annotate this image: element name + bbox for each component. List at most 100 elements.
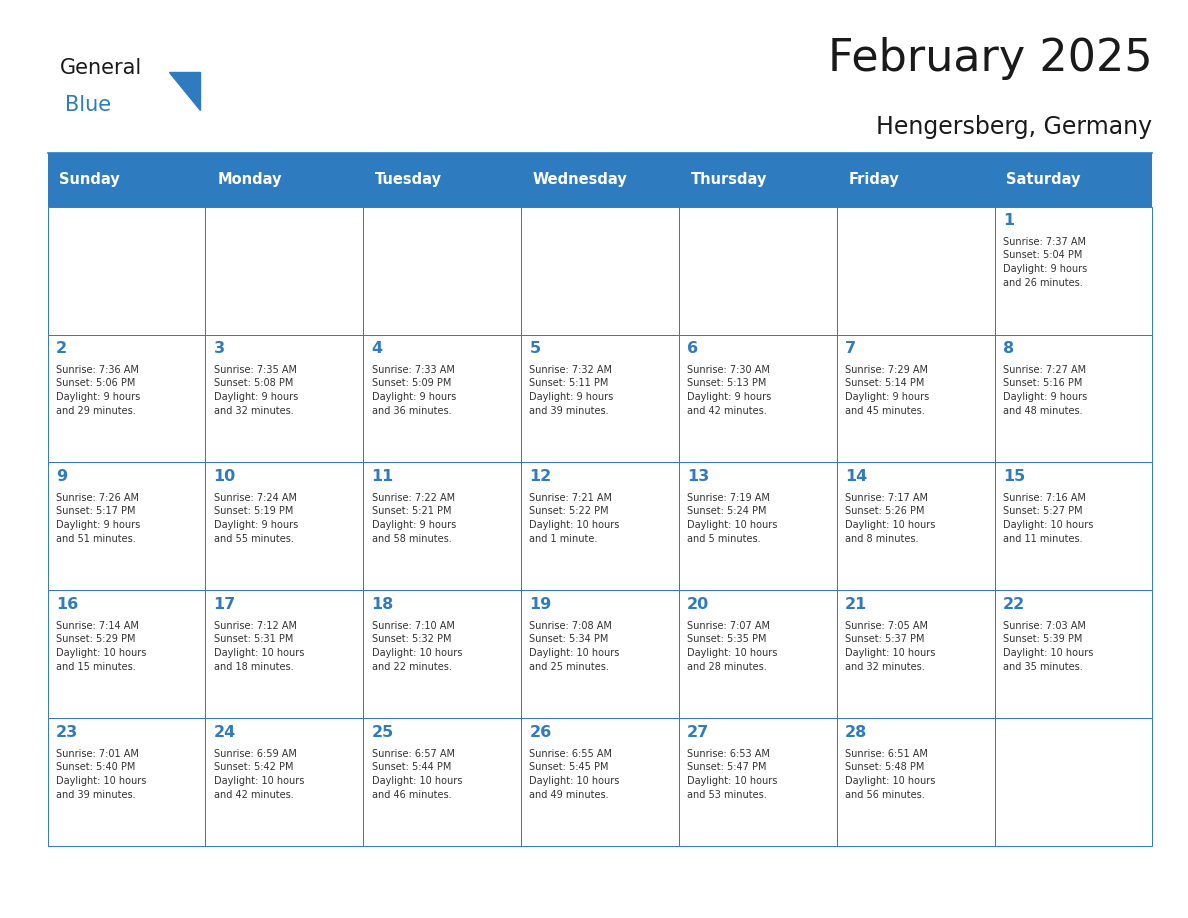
Bar — [836, 590, 994, 719]
Bar — [994, 719, 1152, 846]
Text: Sunrise: 7:12 AM
Sunset: 5:31 PM
Daylight: 10 hours
and 18 minutes.: Sunrise: 7:12 AM Sunset: 5:31 PM Dayligh… — [214, 621, 304, 672]
Bar — [206, 207, 364, 334]
Text: 25: 25 — [372, 725, 393, 740]
Text: Wednesday: Wednesday — [533, 173, 627, 187]
Text: Sunrise: 7:29 AM
Sunset: 5:14 PM
Daylight: 9 hours
and 45 minutes.: Sunrise: 7:29 AM Sunset: 5:14 PM Dayligh… — [845, 364, 929, 416]
Text: Sunrise: 7:22 AM
Sunset: 5:21 PM
Daylight: 9 hours
and 58 minutes.: Sunrise: 7:22 AM Sunset: 5:21 PM Dayligh… — [372, 493, 456, 543]
Bar — [836, 207, 994, 334]
Text: Sunrise: 7:10 AM
Sunset: 5:32 PM
Daylight: 10 hours
and 22 minutes.: Sunrise: 7:10 AM Sunset: 5:32 PM Dayligh… — [372, 621, 462, 672]
Text: Sunrise: 6:53 AM
Sunset: 5:47 PM
Daylight: 10 hours
and 53 minutes.: Sunrise: 6:53 AM Sunset: 5:47 PM Dayligh… — [687, 749, 778, 800]
Text: Sunrise: 6:55 AM
Sunset: 5:45 PM
Daylight: 10 hours
and 49 minutes.: Sunrise: 6:55 AM Sunset: 5:45 PM Dayligh… — [530, 749, 620, 800]
Text: Friday: Friday — [848, 173, 899, 187]
Text: 14: 14 — [845, 469, 867, 484]
Text: 12: 12 — [530, 469, 551, 484]
Text: 26: 26 — [530, 725, 551, 740]
Bar — [836, 153, 994, 207]
Text: Sunrise: 7:05 AM
Sunset: 5:37 PM
Daylight: 10 hours
and 32 minutes.: Sunrise: 7:05 AM Sunset: 5:37 PM Dayligh… — [845, 621, 935, 672]
Text: Sunrise: 6:51 AM
Sunset: 5:48 PM
Daylight: 10 hours
and 56 minutes.: Sunrise: 6:51 AM Sunset: 5:48 PM Dayligh… — [845, 749, 935, 800]
Text: 9: 9 — [56, 469, 67, 484]
Bar — [994, 153, 1152, 207]
Text: 4: 4 — [372, 341, 383, 356]
Text: 8: 8 — [1003, 341, 1015, 356]
Text: Sunday: Sunday — [59, 173, 120, 187]
Text: Sunrise: 7:03 AM
Sunset: 5:39 PM
Daylight: 10 hours
and 35 minutes.: Sunrise: 7:03 AM Sunset: 5:39 PM Dayligh… — [1003, 621, 1093, 672]
Bar — [48, 207, 206, 334]
Bar — [206, 463, 364, 590]
Text: Sunrise: 7:19 AM
Sunset: 5:24 PM
Daylight: 10 hours
and 5 minutes.: Sunrise: 7:19 AM Sunset: 5:24 PM Dayligh… — [687, 493, 778, 543]
Bar — [678, 207, 836, 334]
Bar — [678, 719, 836, 846]
Text: Sunrise: 6:59 AM
Sunset: 5:42 PM
Daylight: 10 hours
and 42 minutes.: Sunrise: 6:59 AM Sunset: 5:42 PM Dayligh… — [214, 749, 304, 800]
Text: Sunrise: 7:21 AM
Sunset: 5:22 PM
Daylight: 10 hours
and 1 minute.: Sunrise: 7:21 AM Sunset: 5:22 PM Dayligh… — [530, 493, 620, 543]
Bar — [364, 719, 522, 846]
Text: Tuesday: Tuesday — [375, 173, 442, 187]
Text: Hengersberg, Germany: Hengersberg, Germany — [877, 115, 1152, 139]
Text: 1: 1 — [1003, 213, 1015, 228]
Text: Sunrise: 7:27 AM
Sunset: 5:16 PM
Daylight: 9 hours
and 48 minutes.: Sunrise: 7:27 AM Sunset: 5:16 PM Dayligh… — [1003, 364, 1087, 416]
Bar — [364, 334, 522, 463]
Bar — [522, 590, 678, 719]
Text: Sunrise: 7:16 AM
Sunset: 5:27 PM
Daylight: 10 hours
and 11 minutes.: Sunrise: 7:16 AM Sunset: 5:27 PM Dayligh… — [1003, 493, 1093, 543]
Bar — [48, 463, 206, 590]
Text: 15: 15 — [1003, 469, 1025, 484]
Text: Sunrise: 7:26 AM
Sunset: 5:17 PM
Daylight: 9 hours
and 51 minutes.: Sunrise: 7:26 AM Sunset: 5:17 PM Dayligh… — [56, 493, 140, 543]
Text: February 2025: February 2025 — [828, 37, 1152, 80]
Bar — [206, 153, 364, 207]
Bar — [364, 590, 522, 719]
Bar — [678, 590, 836, 719]
Text: 10: 10 — [214, 469, 236, 484]
Text: Sunrise: 7:35 AM
Sunset: 5:08 PM
Daylight: 9 hours
and 32 minutes.: Sunrise: 7:35 AM Sunset: 5:08 PM Dayligh… — [214, 364, 298, 416]
Bar — [48, 153, 206, 207]
Bar — [994, 334, 1152, 463]
Text: 28: 28 — [845, 725, 867, 740]
Text: Sunrise: 7:14 AM
Sunset: 5:29 PM
Daylight: 10 hours
and 15 minutes.: Sunrise: 7:14 AM Sunset: 5:29 PM Dayligh… — [56, 621, 146, 672]
Text: 23: 23 — [56, 725, 78, 740]
Text: Blue: Blue — [65, 95, 112, 115]
Bar — [364, 463, 522, 590]
Bar — [48, 590, 206, 719]
Bar — [836, 334, 994, 463]
Bar — [48, 719, 206, 846]
Text: Sunrise: 7:37 AM
Sunset: 5:04 PM
Daylight: 9 hours
and 26 minutes.: Sunrise: 7:37 AM Sunset: 5:04 PM Dayligh… — [1003, 237, 1087, 287]
Bar — [994, 207, 1152, 334]
Text: Sunrise: 7:36 AM
Sunset: 5:06 PM
Daylight: 9 hours
and 29 minutes.: Sunrise: 7:36 AM Sunset: 5:06 PM Dayligh… — [56, 364, 140, 416]
Bar — [836, 719, 994, 846]
Bar — [48, 334, 206, 463]
Bar — [364, 153, 522, 207]
Text: 21: 21 — [845, 597, 867, 612]
Text: Sunrise: 6:57 AM
Sunset: 5:44 PM
Daylight: 10 hours
and 46 minutes.: Sunrise: 6:57 AM Sunset: 5:44 PM Dayligh… — [372, 749, 462, 800]
Text: 22: 22 — [1003, 597, 1025, 612]
Bar — [206, 334, 364, 463]
Text: 13: 13 — [687, 469, 709, 484]
Text: Thursday: Thursday — [690, 173, 767, 187]
Text: 19: 19 — [530, 597, 551, 612]
Text: 11: 11 — [372, 469, 393, 484]
Text: 5: 5 — [530, 341, 541, 356]
Bar — [522, 334, 678, 463]
Text: Sunrise: 7:32 AM
Sunset: 5:11 PM
Daylight: 9 hours
and 39 minutes.: Sunrise: 7:32 AM Sunset: 5:11 PM Dayligh… — [530, 364, 613, 416]
Text: Monday: Monday — [217, 173, 282, 187]
Text: 16: 16 — [56, 597, 78, 612]
Bar — [364, 207, 522, 334]
Text: Sunrise: 7:01 AM
Sunset: 5:40 PM
Daylight: 10 hours
and 39 minutes.: Sunrise: 7:01 AM Sunset: 5:40 PM Dayligh… — [56, 749, 146, 800]
Text: Sunrise: 7:17 AM
Sunset: 5:26 PM
Daylight: 10 hours
and 8 minutes.: Sunrise: 7:17 AM Sunset: 5:26 PM Dayligh… — [845, 493, 935, 543]
Bar — [678, 334, 836, 463]
Text: Sunrise: 7:30 AM
Sunset: 5:13 PM
Daylight: 9 hours
and 42 minutes.: Sunrise: 7:30 AM Sunset: 5:13 PM Dayligh… — [687, 364, 771, 416]
Polygon shape — [169, 72, 200, 110]
Bar — [522, 719, 678, 846]
Text: 2: 2 — [56, 341, 67, 356]
Text: 18: 18 — [372, 597, 393, 612]
Text: Sunrise: 7:08 AM
Sunset: 5:34 PM
Daylight: 10 hours
and 25 minutes.: Sunrise: 7:08 AM Sunset: 5:34 PM Dayligh… — [530, 621, 620, 672]
Text: 20: 20 — [687, 597, 709, 612]
Text: 17: 17 — [214, 597, 236, 612]
Bar — [206, 719, 364, 846]
Text: Saturday: Saturday — [1006, 173, 1081, 187]
Bar — [678, 463, 836, 590]
Bar — [994, 590, 1152, 719]
Bar — [522, 207, 678, 334]
Bar — [678, 153, 836, 207]
Bar — [994, 463, 1152, 590]
Text: 3: 3 — [214, 341, 225, 356]
Bar — [836, 463, 994, 590]
Text: 7: 7 — [845, 341, 857, 356]
